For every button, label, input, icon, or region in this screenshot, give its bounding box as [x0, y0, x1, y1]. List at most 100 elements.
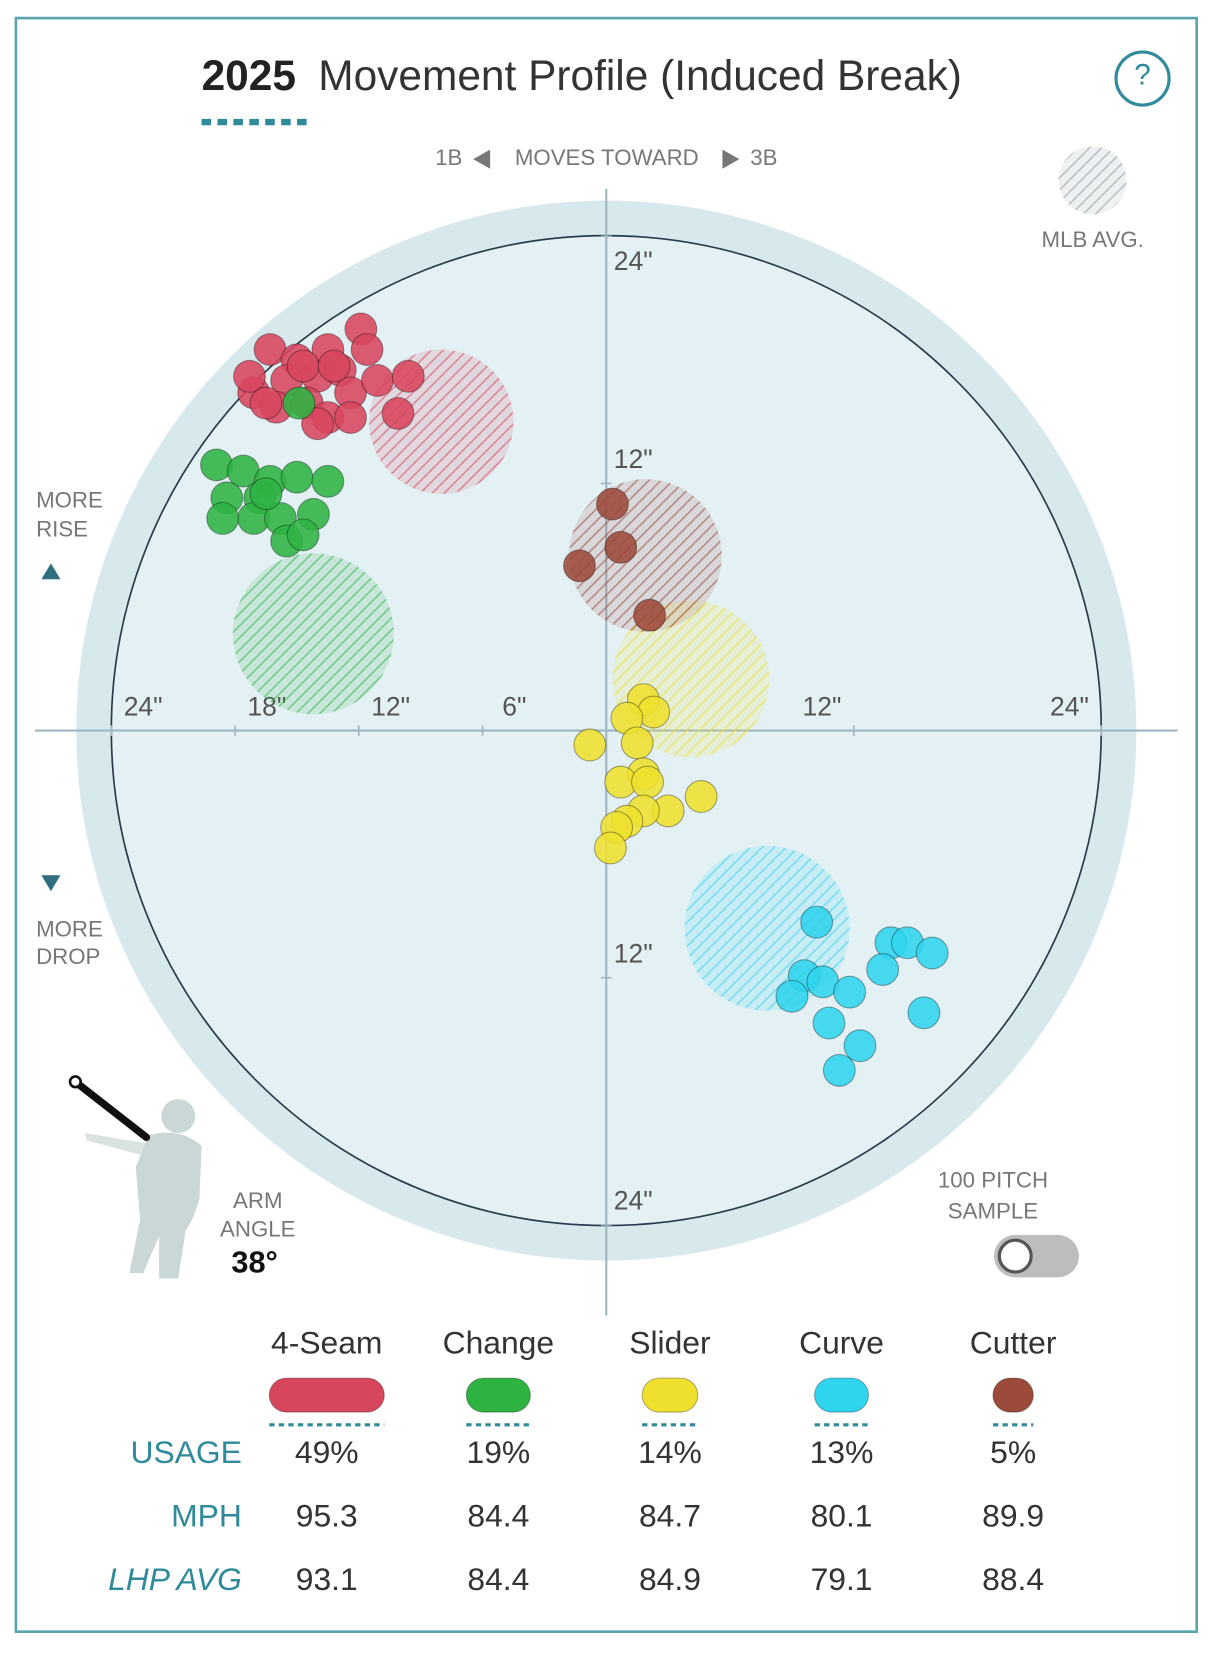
pitch-point	[301, 407, 334, 441]
pitch-point	[282, 386, 316, 420]
pitch-name: Change	[443, 1325, 554, 1361]
pitch-point	[907, 996, 941, 1030]
pitch-point	[812, 1006, 846, 1040]
usage-pill	[814, 1377, 870, 1413]
row-label: LHP AVG	[108, 1561, 242, 1597]
pitch-point	[280, 460, 314, 494]
arrow-right	[722, 149, 740, 169]
lhp-avg-value: 84.9	[639, 1561, 701, 1597]
usage-value: 49%	[295, 1434, 359, 1470]
pitch-point	[596, 487, 629, 521]
mph-value: 84.7	[639, 1498, 701, 1534]
arm-angle-value: 38°	[231, 1245, 278, 1280]
pitch-point	[350, 333, 384, 366]
arrow-up	[41, 563, 61, 580]
rise-label: MORE	[36, 488, 103, 513]
y-tick-label: 24"	[614, 1186, 653, 1216]
arm-angle-indicator	[68, 1075, 151, 1142]
arm-end	[68, 1075, 82, 1089]
pitch-point	[249, 477, 283, 511]
pitch-point	[286, 518, 320, 552]
pitch-point	[593, 831, 627, 865]
drop-label: MORE	[36, 916, 103, 941]
pitch-name: Cutter	[970, 1325, 1057, 1361]
pitch-name: Curve	[799, 1325, 884, 1361]
help-button[interactable]	[1114, 50, 1171, 107]
arm-angle-label: ANGLE	[220, 1217, 295, 1242]
pitch-name: 4-Seam	[271, 1325, 382, 1361]
pitch-point	[866, 953, 900, 986]
toggle-knob[interactable]	[997, 1238, 1033, 1274]
pitch-point	[822, 1053, 856, 1087]
pitch-point	[915, 936, 949, 970]
pitch-point	[620, 726, 654, 760]
pitcher-figure	[84, 1099, 202, 1279]
direction-label: MOVES TOWARD	[515, 145, 699, 170]
pitch-point	[604, 530, 638, 564]
x-tick-label: 12"	[802, 691, 841, 721]
x-tick-label: 24"	[124, 691, 163, 721]
usage-value: 19%	[467, 1434, 531, 1470]
lhp-avg-value: 93.1	[296, 1561, 358, 1597]
pitch-point	[843, 1029, 877, 1063]
usage-pill	[465, 1377, 531, 1413]
pitch-point	[334, 401, 367, 434]
mlb-avg-area	[232, 553, 394, 715]
lhp-avg-value: 84.4	[467, 1561, 529, 1597]
stats-table: 4-Seam 49% 95.3 93.1 Change 19% 84.4 84.4 Slider…	[108, 1325, 1057, 1598]
toggle-label: SAMPLE	[948, 1199, 1038, 1224]
usage-value: 13%	[810, 1434, 874, 1470]
direction-left: 1B	[435, 145, 462, 170]
mlb-avg-label: MLB AVG.	[1042, 227, 1144, 252]
pitch-point	[775, 979, 809, 1013]
help-icon[interactable]: ?	[1134, 58, 1151, 91]
arrow-left	[473, 149, 491, 169]
arm-line	[71, 1078, 151, 1142]
drop-label: DROP	[36, 944, 100, 969]
pitch-point	[573, 728, 607, 762]
pitch-point	[317, 349, 351, 383]
direction-right: 3B	[750, 145, 777, 170]
y-tick-label: 12"	[614, 938, 653, 968]
x-tick-label: 12"	[371, 691, 410, 721]
row-label: USAGE	[131, 1434, 242, 1470]
x-tick-label: 6"	[502, 691, 526, 721]
usage-pill	[268, 1377, 385, 1413]
plot: 24" 18" 12" 6" 12" 24"24"12"12"24"	[35, 188, 1178, 1316]
lhp-avg-value: 79.1	[811, 1561, 873, 1597]
pitch-name: Slider	[629, 1325, 711, 1361]
mlb-avg-swatch	[1058, 146, 1127, 215]
arrow-down	[41, 875, 61, 892]
pitch-point	[360, 363, 394, 397]
lhp-avg-value: 88.4	[982, 1561, 1044, 1597]
pitch-point	[833, 975, 867, 1009]
pitch-point	[381, 396, 415, 430]
mph-value: 84.4	[467, 1498, 529, 1534]
title: Movement Profile (Induced Break)	[318, 52, 962, 99]
pitch-point	[391, 359, 425, 393]
toggle-label: 100 PITCH	[938, 1168, 1048, 1193]
pitch-point	[311, 464, 345, 498]
mph-value: 89.9	[982, 1498, 1044, 1534]
row-label: MPH	[171, 1498, 242, 1534]
usage-pill	[641, 1377, 699, 1413]
title-year: 2025	[202, 52, 296, 99]
pitch-point	[633, 598, 667, 632]
y-tick-label: 24"	[614, 246, 653, 276]
usage-value: 14%	[638, 1434, 702, 1470]
pitch-point	[563, 549, 596, 583]
x-tick-label: 24"	[1050, 691, 1089, 721]
pitch-point	[233, 359, 266, 393]
y-tick-label: 12"	[614, 444, 653, 474]
pitch-point	[684, 780, 718, 813]
pitch-point	[249, 386, 283, 420]
arm-angle-label: ARM	[233, 1188, 282, 1213]
usage-value: 5%	[990, 1434, 1036, 1470]
mph-value: 80.1	[811, 1498, 873, 1534]
rise-label: RISE	[36, 516, 88, 541]
pitch-point	[800, 905, 834, 939]
usage-pill	[992, 1377, 1034, 1413]
pitch-point	[631, 765, 664, 799]
mph-value: 95.3	[296, 1498, 358, 1534]
